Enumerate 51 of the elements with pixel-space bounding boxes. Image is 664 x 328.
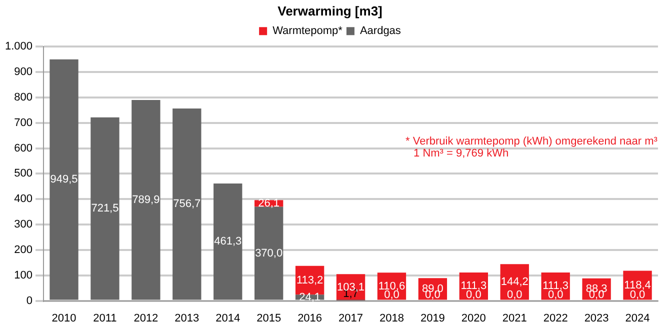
- y-tick-label: 900: [14, 66, 33, 78]
- x-tick-label: 2024: [625, 312, 650, 324]
- x-tick-label: 2022: [543, 312, 568, 324]
- x-tick-label: 2016: [298, 312, 322, 324]
- data-label: 26,1: [258, 197, 280, 210]
- x-tick-label: 2018: [379, 312, 404, 324]
- data-label: 0,0: [466, 288, 482, 301]
- y-tick-label: 400: [14, 193, 33, 206]
- x-tick-label: 2019: [420, 312, 445, 324]
- data-label: 721,5: [91, 202, 119, 215]
- y-tick-label: 500: [14, 168, 33, 180]
- x-tick-label: 2013: [174, 312, 200, 324]
- y-tick-label: 0: [26, 294, 33, 307]
- data-label: 0,0: [548, 288, 564, 301]
- data-label: 113,2: [296, 274, 324, 286]
- bar: [254, 206, 284, 300]
- bar: [132, 100, 160, 300]
- y-tick-label: 200: [14, 244, 33, 256]
- y-tick-label: 1.000: [4, 40, 33, 53]
- data-label: 789,9: [132, 194, 160, 206]
- data-label: 0,0: [630, 288, 646, 301]
- annotation: 1 Nm³ = 9,769 kWh: [414, 148, 509, 160]
- data-label: 144,2: [500, 276, 528, 288]
- x-tick-label: 2023: [584, 312, 609, 324]
- legend-label: Warmtepomp*: [272, 25, 344, 38]
- annotation: * Verbruik warmtepomp (kWh) omgerekend naar m³: [406, 136, 658, 148]
- x-tick-label: 2017: [338, 312, 364, 324]
- y-tick-label: 100: [14, 269, 33, 282]
- data-label: 949,5: [50, 174, 78, 186]
- y-tick-label: 800: [14, 91, 33, 104]
- x-tick-label: 2014: [216, 312, 240, 324]
- y-tick-label: 700: [14, 116, 33, 129]
- data-label: 0,0: [506, 288, 522, 301]
- y-tick-label: 300: [14, 218, 33, 231]
- bar: [214, 184, 242, 300]
- x-tick-label: 2010: [52, 312, 76, 324]
- x-tick-label: 2015: [256, 312, 282, 324]
- bar: [90, 117, 120, 300]
- bar: [50, 59, 78, 300]
- x-tick-label: 2021: [502, 312, 527, 324]
- data-label: 461,3: [214, 236, 242, 248]
- data-label: 118,4: [624, 279, 651, 292]
- bar: [172, 108, 202, 300]
- data-label: 370,0: [255, 247, 283, 260]
- x-tick-label: 2020: [461, 312, 486, 324]
- y-tick-label: 600: [14, 142, 33, 154]
- data-label: 756,7: [173, 198, 201, 210]
- x-tick-label: 2011: [93, 312, 117, 324]
- x-tick-label: 2012: [134, 312, 158, 324]
- legend-label: Aardgas: [360, 25, 402, 38]
- chart-title: Verwarming [m3]: [278, 3, 382, 18]
